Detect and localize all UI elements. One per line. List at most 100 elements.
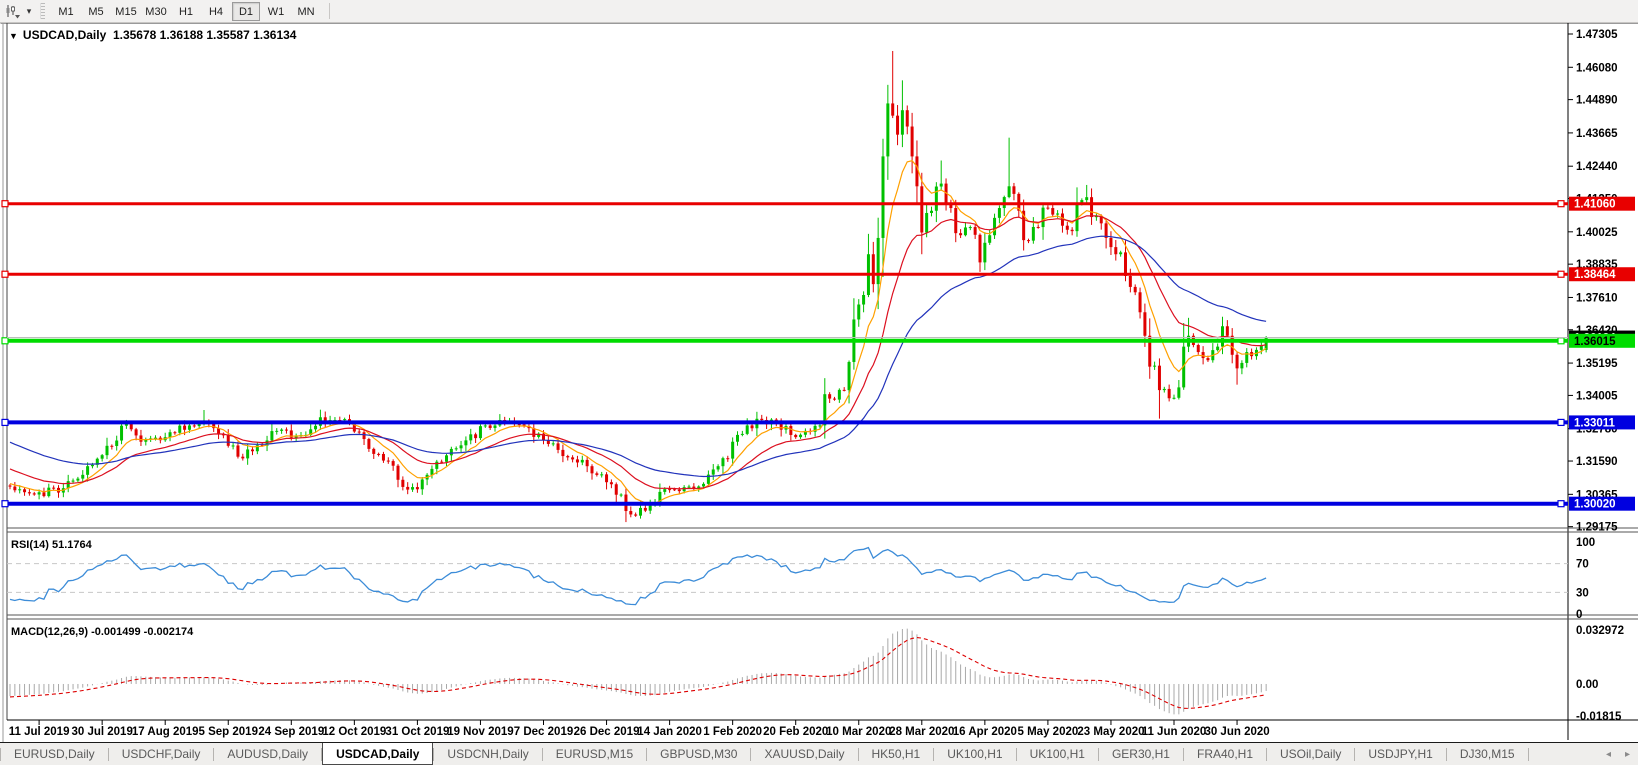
chart-tab-uk100-h1[interactable]: UK100,H1 [1029,747,1085,761]
hline-left-handle[interactable] [1,270,9,278]
candle-body [663,489,667,492]
chart-tab-usdcad-daily[interactable]: USDCAD,Daily [322,743,434,765]
chart-tab-eurusd-daily[interactable]: EURUSD,Daily [14,747,95,761]
hline-left-handle[interactable] [1,200,9,208]
candle-body [813,425,817,432]
hline-price-label: 1.41060 [1574,199,1616,211]
chart-type-dropdown-caret-icon[interactable]: ▾ [26,5,32,16]
timeframe-button-m30[interactable]: M30 [145,5,167,18]
chart-tab-usoil-daily[interactable]: USOil,Daily [1280,747,1342,761]
candle-body [702,483,706,487]
price-tick-label: 1.44890 [1576,95,1618,107]
candle-body [81,474,85,479]
hline-price-label-box [1569,267,1635,282]
date-tick-label: 14 Jan 2020 [637,726,702,738]
timeframe-button-m5[interactable]: M5 [88,5,104,18]
candle-body [789,426,793,435]
chart-tab-dj30-m15[interactable]: DJ30,M15 [1459,747,1515,761]
candle-body [939,183,943,187]
hline-right-handle[interactable] [1557,270,1565,278]
date-tick-label: 10 Mar 2020 [826,726,891,738]
chart-tab-xauusd-daily[interactable]: XAUUSD,Daily [764,747,845,761]
toolbar-grip[interactable] [40,3,45,19]
price-tick-label: 1.43665 [1576,128,1618,140]
timeframe-button-h1[interactable]: H1 [178,5,194,18]
chart-tab-gbpusd-m30[interactable]: GBPUSD,M30 [660,747,738,761]
hline-right-handle[interactable] [1557,500,1565,508]
candle-body [493,425,497,428]
candle-body [556,443,560,450]
toolbar-separator [329,3,330,19]
candle-body [1007,186,1011,198]
candle-body [930,210,933,213]
date-tick-label: 16 Apr 2020 [953,726,1017,738]
candle-body [1143,312,1147,336]
hline-left-handle[interactable] [1,500,9,508]
candle-body [716,466,720,470]
candle-body [609,482,613,485]
candle-body [86,466,90,475]
tab-separator [1445,747,1447,761]
timeframe-button-h4[interactable]: H4 [208,5,224,18]
candle-body [1148,335,1152,367]
date-tick-label: 11 Jun 2020 [1142,726,1207,738]
chart-title-caret-icon[interactable]: ▼ [9,31,18,41]
tab-scroll-left-icon[interactable]: ◂ [1605,749,1611,760]
candle-body [677,489,681,492]
hline-right-handle[interactable] [1557,337,1565,345]
tab-separator [1266,747,1268,761]
candlestick-chart-icon[interactable] [2,2,22,20]
candle-body [357,431,361,433]
chart-canvas[interactable]: 1.473051.460801.448901.436651.424401.412… [0,23,1638,742]
candle-body [687,486,691,488]
candle-body [833,398,836,400]
chart-tab-usdchf-daily[interactable]: USDCHF,Daily [121,747,201,761]
timeframe-button-d1[interactable]: D1 [232,1,260,21]
hline-left-handle[interactable] [1,418,9,427]
candle-body [580,459,584,463]
candle-body [71,480,75,482]
hline-right-handle[interactable] [1557,418,1565,427]
candle-body [891,103,895,116]
candle-body [488,425,492,428]
timeframe-button-mn[interactable]: MN [297,5,315,18]
chart-tab-fra40-h1[interactable]: FRA40,H1 [1196,747,1254,761]
candle-body [459,445,463,449]
chart-tab-usdcnh-daily[interactable]: USDCNH,Daily [447,747,529,761]
chart-tab-ger30-h1[interactable]: GER30,H1 [1111,747,1170,761]
candle-body [823,394,827,426]
tab-separator [750,747,752,761]
timeframe-button-m15[interactable]: M15 [115,5,137,18]
hline-right-handle[interactable] [1557,200,1565,208]
candle-body [692,486,696,489]
price-tick-label: 1.42440 [1576,161,1618,173]
candle-body [566,456,570,458]
hline-price-label-box [1569,333,1635,348]
chart-tab-audusd-daily[interactable]: AUDUSD,Daily [227,747,309,761]
chart-tab-eurusd-m15[interactable]: EURUSD,M15 [555,747,634,761]
tab-separator [646,747,648,761]
candle-body [377,453,381,455]
candle-body [411,487,415,490]
candle-body [309,429,313,435]
timeframe-button-w1[interactable]: W1 [267,5,285,18]
rsi-line [9,546,1267,606]
timeframe-button-m1[interactable]: M1 [58,5,74,18]
candle-body [1182,346,1186,388]
candle-body [251,449,254,452]
hline-price-label-box [1569,496,1635,511]
candle-body [1235,354,1239,369]
hline-left-handle[interactable] [1,337,9,345]
tab-scroll-right-icon[interactable]: ▸ [1624,749,1630,760]
candle-body [42,492,46,497]
tab-separator [1182,747,1184,761]
tab-separator [1527,747,1529,761]
candle-body [1104,223,1108,238]
chart-tab-usdjpy-h1[interactable]: USDJPY,H1 [1368,747,1433,761]
rsi-axis-label: 100 [1576,537,1595,549]
chart-tab-hk50-h1[interactable]: HK50,H1 [871,747,921,761]
hline-price-label: 1.36015 [1574,336,1616,348]
candlesticks[interactable] [8,50,1268,523]
chart-tab-uk100-h1[interactable]: UK100,H1 [947,747,1003,761]
